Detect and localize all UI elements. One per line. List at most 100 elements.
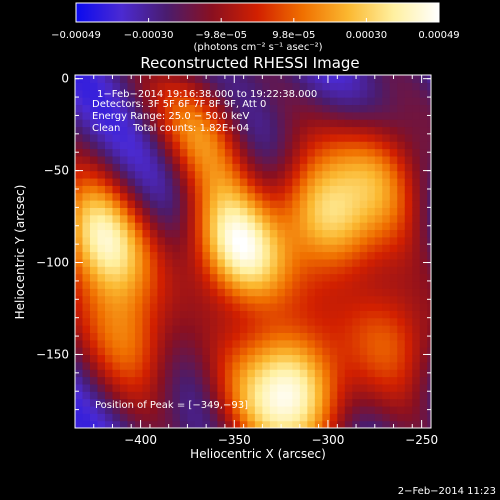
heatmap-cell <box>374 229 383 238</box>
heatmap-cell <box>337 295 346 304</box>
heatmap-cell <box>112 280 121 289</box>
heatmap-cell <box>404 119 413 128</box>
heatmap-cell <box>284 222 293 231</box>
x-tick-label: −300 <box>311 433 344 447</box>
heatmap-cell <box>344 119 353 128</box>
heatmap-cell <box>134 347 144 356</box>
heatmap-cell <box>82 141 91 150</box>
heatmap-cell <box>187 177 196 186</box>
heatmap-cell <box>389 295 398 304</box>
heatmap-cell <box>239 383 248 392</box>
heatmap-cell <box>284 155 293 164</box>
heatmap-cell <box>344 325 353 333</box>
heatmap-cell <box>397 288 406 297</box>
heatmap-cell <box>97 222 106 231</box>
heatmap-cell <box>134 288 144 297</box>
heatmap-cell <box>262 244 271 253</box>
heatmap-cell <box>397 273 406 282</box>
heatmap-cell <box>359 177 368 186</box>
heatmap-cell <box>172 398 181 407</box>
heatmap-cell <box>232 229 241 238</box>
heatmap-cell <box>179 369 189 378</box>
heatmap-cell <box>352 170 361 179</box>
heatmap-cell <box>374 413 383 422</box>
heatmap-cell <box>224 89 233 98</box>
heatmap-cell <box>104 89 114 98</box>
heatmap-cell <box>209 405 218 414</box>
heatmap-cell <box>157 317 166 326</box>
heatmap-cell <box>314 133 323 142</box>
heatmap-cell <box>404 288 413 297</box>
heatmap-cell <box>104 376 114 385</box>
heatmap-cell <box>179 317 189 326</box>
heatmap-cell <box>127 317 136 326</box>
heatmap-cell <box>329 383 338 392</box>
heatmap-cell <box>119 126 129 135</box>
heatmap-cell <box>104 413 114 422</box>
heatmap-cell <box>89 398 99 407</box>
heatmap-cell <box>187 266 196 275</box>
heatmap-cell <box>359 82 368 91</box>
heatmap-cell <box>299 104 308 113</box>
heatmap-cell <box>104 148 114 157</box>
heatmap-cell <box>367 332 376 341</box>
heatmap-cell <box>179 339 189 348</box>
heatmap-cell <box>202 405 211 414</box>
heatmap-cell <box>187 185 196 194</box>
heatmap-cell <box>277 383 286 392</box>
heatmap-cell <box>284 369 293 378</box>
heatmap-cell <box>329 280 338 289</box>
heatmap-cell <box>209 141 218 150</box>
heatmap-cell <box>299 295 308 304</box>
heatmap-cell <box>382 141 391 150</box>
heatmap-cell <box>374 207 383 216</box>
heatmap-cell <box>75 163 84 172</box>
heatmap-cell <box>314 82 323 91</box>
heatmap-cell <box>149 413 159 422</box>
heatmap-cell <box>179 170 189 179</box>
heatmap-cell <box>427 104 431 113</box>
heatmap-cell <box>367 148 376 157</box>
heatmap-cell <box>127 244 136 253</box>
heatmap-cell <box>284 236 293 245</box>
heatmap-cell <box>374 266 383 275</box>
heatmap-cell <box>427 244 431 253</box>
heatmap-cell <box>89 155 99 164</box>
heatmap-cell <box>112 339 121 348</box>
heatmap-cell <box>427 420 431 428</box>
heatmap-cell <box>89 317 99 326</box>
heatmap-cell <box>269 163 278 172</box>
heatmap-cell <box>97 244 106 253</box>
heatmap-cell <box>142 383 151 392</box>
heatmap-cell <box>284 244 293 253</box>
heatmap-cell <box>179 111 189 120</box>
heatmap-cell <box>134 207 144 216</box>
heatmap-cell <box>419 339 428 348</box>
heatmap-cell <box>374 97 383 106</box>
heatmap-cell <box>284 347 293 356</box>
heatmap-cell <box>352 89 361 98</box>
heatmap-cell <box>389 332 398 341</box>
annotation-energy-range: Energy Range: 25.0 − 50.0 keV <box>92 111 249 122</box>
heatmap-cell <box>89 325 99 333</box>
heatmap-cell <box>157 244 166 253</box>
heatmap-cell <box>427 354 431 363</box>
heatmap-cell <box>254 310 263 319</box>
heatmap-cell <box>382 200 391 208</box>
heatmap-cell <box>202 413 211 422</box>
heatmap-cell <box>397 302 406 311</box>
heatmap-cell <box>322 361 331 370</box>
heatmap-cell <box>314 317 323 326</box>
heatmap-cell <box>367 214 376 223</box>
heatmap-cell <box>127 126 136 135</box>
heatmap-cell <box>142 405 151 414</box>
heatmap-cell <box>75 413 84 422</box>
heatmap-cell <box>194 413 204 422</box>
heatmap-cell <box>112 97 121 106</box>
heatmap-cell <box>314 236 323 245</box>
heatmap-cell <box>202 369 211 378</box>
heatmap-cell <box>164 325 174 333</box>
heatmap-cell <box>277 332 286 341</box>
heatmap-cell <box>299 413 308 422</box>
heatmap-cell <box>157 273 166 282</box>
